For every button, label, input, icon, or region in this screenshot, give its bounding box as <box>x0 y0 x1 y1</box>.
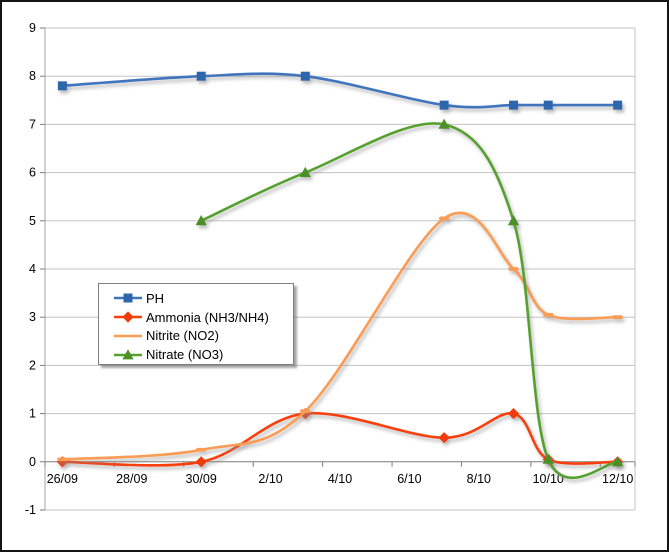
y-axis-labels: -1 0 1 2 3 4 5 6 7 8 9 <box>25 21 36 517</box>
legend-marker-icon <box>114 293 142 303</box>
axis-ticks <box>40 27 636 511</box>
chart-legend: PH Ammonia (NH3/NH4) Nitrite (NO2) Nitrate … <box>98 283 294 365</box>
svg-text:7: 7 <box>29 117 36 131</box>
svg-text:0: 0 <box>29 455 36 469</box>
svg-text:2: 2 <box>29 358 36 372</box>
legend-item-ammonia-nh3-nh4-: Ammonia (NH3/NH4) <box>112 308 293 327</box>
legend-item-nitrite-no2-: Nitrite (NO2) <box>112 327 293 346</box>
svg-text:8/10: 8/10 <box>467 472 491 486</box>
svg-text:-1: -1 <box>25 503 36 517</box>
legend-label: PH <box>146 290 165 306</box>
legend-item-ph: PH <box>112 289 293 308</box>
svg-text:28/09: 28/09 <box>116 472 147 486</box>
svg-text:10/10: 10/10 <box>533 472 564 486</box>
svg-text:5: 5 <box>29 214 36 228</box>
legend-label: Nitrate (NO3) <box>146 347 224 363</box>
svg-text:2/10: 2/10 <box>258 472 282 486</box>
gridlines <box>44 27 636 511</box>
svg-text:1: 1 <box>29 407 36 421</box>
legend-marker-icon <box>114 348 142 360</box>
series-ph <box>57 71 623 110</box>
legend-marker-icon <box>114 334 142 338</box>
svg-text:4: 4 <box>29 262 36 276</box>
legend-marker-icon <box>114 311 142 323</box>
svg-text:3: 3 <box>29 310 36 324</box>
legend-item-nitrate-no3-: Nitrate (NO3) <box>112 345 293 364</box>
legend-label: Ammonia (NH3/NH4) <box>146 309 269 325</box>
svg-text:30/09: 30/09 <box>186 472 217 486</box>
x-axis-labels: 26/09 28/09 30/09 2/10 4/10 6/10 8/10 10/10 12/1… <box>47 472 634 486</box>
svg-text:8: 8 <box>29 69 36 83</box>
svg-text:6: 6 <box>29 166 36 180</box>
svg-text:12/10: 12/10 <box>602 472 633 486</box>
svg-text:26/09: 26/09 <box>47 472 78 486</box>
series-nitrate-no3- <box>195 118 624 480</box>
svg-text:4/10: 4/10 <box>328 472 352 486</box>
series-nitrite-no2- <box>57 211 623 462</box>
svg-text:6/10: 6/10 <box>397 472 421 486</box>
legend-label: Nitrite (NO2) <box>146 328 219 344</box>
svg-text:9: 9 <box>29 21 36 35</box>
